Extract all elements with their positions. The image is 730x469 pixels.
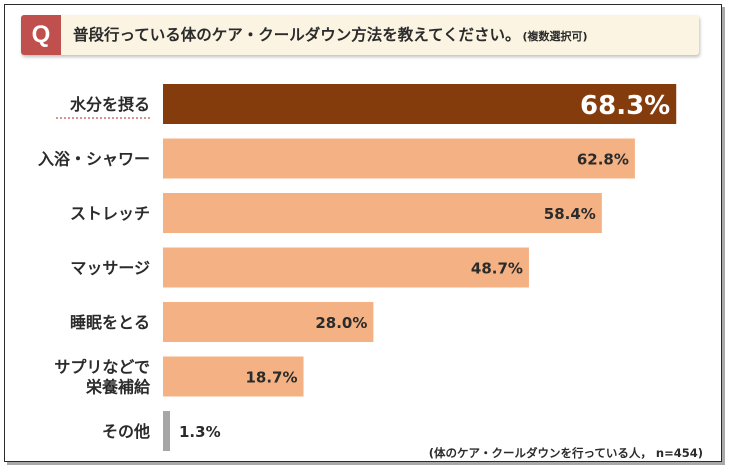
category-label-3: マッサージ (70, 259, 150, 278)
question-badge: Q (21, 15, 61, 55)
bar-1 (163, 138, 635, 179)
value-label-2: 58.4% (544, 205, 596, 223)
category-label-2: ストレッチ (70, 204, 150, 223)
category-label-0: 水分を摂る (70, 95, 150, 114)
question-title: 普段行っている体のケア・クールダウン方法を教えてください。 (複数選択可) (73, 15, 588, 55)
value-label-5: 18.7% (245, 369, 297, 387)
value-label-0: 68.3% (580, 91, 670, 121)
question-header: Q 普段行っている体のケア・クールダウン方法を教えてください。 (複数選択可) (21, 15, 699, 55)
category-label-4: 睡眠をとる (70, 313, 150, 332)
category-label-5-line-1: 栄養補給 (85, 378, 151, 397)
bar-6 (163, 411, 170, 451)
value-label-4: 28.0% (315, 314, 367, 332)
bar-5 (163, 356, 304, 397)
question-note: (複数選択可) (522, 30, 588, 43)
value-label-1: 62.8% (577, 151, 629, 169)
value-label-6: 1.3% (179, 423, 221, 441)
bar-2 (163, 193, 602, 233)
value-label-3: 48.7% (471, 260, 523, 278)
bar-4 (163, 302, 374, 342)
chart-frame: Q 普段行っている体のケア・クールダウン方法を教えてください。 (複数選択可) (… (4, 4, 722, 462)
bar-3 (163, 247, 529, 288)
category-label-6: その他 (102, 422, 150, 441)
bar-0 (163, 84, 677, 124)
category-label-1: 入浴・シャワー (38, 150, 150, 169)
category-label-5-line-0: サプリなどで (54, 358, 150, 377)
question-text: 普段行っている体のケア・クールダウン方法を教えてください。 (73, 26, 521, 44)
sample-footnote: (体のケア・クールダウンを行っている人， n=454) (428, 446, 703, 460)
